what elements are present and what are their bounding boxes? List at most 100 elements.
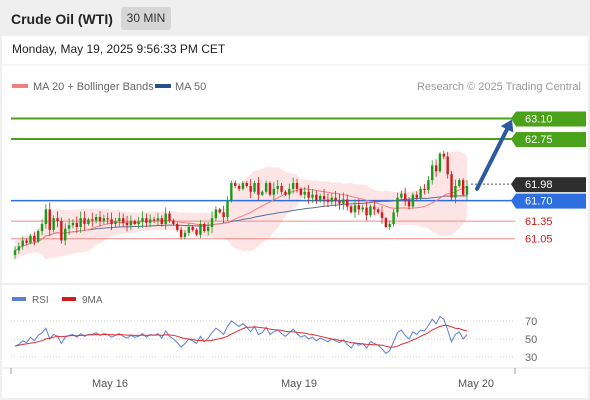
candle bbox=[411, 192, 415, 209]
candle-body bbox=[284, 191, 287, 195]
candle-body bbox=[87, 219, 90, 225]
candle-body bbox=[415, 194, 418, 198]
candle-body bbox=[121, 218, 125, 223]
candle bbox=[114, 217, 117, 228]
datetime-label: Monday, May 19, 2025 9:56:33 PM CET bbox=[12, 42, 226, 56]
candle bbox=[79, 211, 82, 233]
candle bbox=[419, 186, 422, 201]
candle-body bbox=[318, 195, 322, 201]
candle bbox=[318, 193, 322, 203]
level-label-pointer-61.70 bbox=[511, 193, 516, 209]
candle-body bbox=[230, 183, 233, 201]
level-label-61.05: 61.05 bbox=[525, 234, 553, 246]
candle bbox=[206, 222, 210, 236]
candle bbox=[442, 150, 446, 160]
level-label-pointer-63.10 bbox=[511, 111, 516, 127]
candle-body bbox=[291, 183, 295, 189]
candle bbox=[218, 207, 221, 214]
candle bbox=[121, 213, 125, 228]
ma9-legend-swatch bbox=[62, 297, 76, 301]
candle bbox=[322, 188, 326, 206]
candle bbox=[133, 219, 136, 226]
x-axis: May 16 May 19 May 20 bbox=[10, 368, 516, 390]
candle-body bbox=[183, 232, 187, 237]
candle-body bbox=[210, 218, 214, 227]
candle-body bbox=[137, 221, 140, 225]
x-tick-label: May 16 bbox=[92, 378, 128, 390]
candle-body bbox=[253, 183, 256, 192]
candle bbox=[261, 190, 264, 197]
candle bbox=[137, 216, 140, 229]
bollinger-band-area bbox=[15, 151, 467, 260]
candle-body bbox=[458, 180, 461, 186]
candle-body bbox=[98, 217, 102, 222]
candle bbox=[380, 206, 384, 224]
candle bbox=[210, 211, 214, 234]
candle-body bbox=[346, 199, 349, 207]
candle bbox=[87, 217, 90, 226]
candle-body bbox=[334, 197, 337, 201]
candle bbox=[245, 180, 248, 188]
candle-body bbox=[288, 188, 291, 195]
timeframe-button[interactable]: 30 MIN bbox=[121, 7, 171, 30]
candle-body bbox=[125, 222, 129, 226]
candle-body bbox=[199, 224, 202, 235]
candles bbox=[13, 150, 469, 259]
candle bbox=[25, 238, 28, 245]
candle-body bbox=[373, 206, 376, 210]
candle bbox=[384, 216, 388, 229]
candle-body bbox=[349, 206, 353, 213]
candle bbox=[415, 191, 418, 201]
candle bbox=[438, 151, 442, 173]
candle bbox=[183, 230, 187, 240]
candle-body bbox=[83, 218, 86, 225]
candle-body bbox=[203, 224, 206, 232]
candle-body bbox=[315, 194, 318, 201]
candle-body bbox=[48, 209, 51, 230]
candle bbox=[199, 220, 202, 239]
arrow-shaft bbox=[475, 127, 510, 191]
arrow-head bbox=[500, 119, 514, 133]
candle-body bbox=[36, 231, 40, 242]
candle-body bbox=[29, 235, 32, 243]
candle-body bbox=[299, 188, 303, 195]
candle bbox=[29, 234, 32, 245]
candle bbox=[94, 213, 98, 224]
rsi-tick-70: 70 bbox=[525, 316, 537, 328]
candle bbox=[110, 212, 113, 231]
candle bbox=[376, 207, 380, 215]
candle bbox=[338, 193, 341, 210]
candle bbox=[75, 216, 79, 233]
candle-body bbox=[465, 185, 469, 195]
candle-body bbox=[71, 222, 75, 226]
candle bbox=[276, 179, 279, 195]
candle-body bbox=[384, 218, 388, 227]
candle-body bbox=[114, 221, 117, 225]
candle bbox=[168, 210, 171, 223]
candle bbox=[353, 199, 357, 218]
candle bbox=[403, 187, 407, 206]
candle-body bbox=[442, 153, 446, 157]
candle-body bbox=[44, 209, 48, 225]
candle-body bbox=[25, 240, 28, 243]
candle-body bbox=[218, 209, 221, 213]
candle-body bbox=[403, 193, 407, 201]
candle-body bbox=[396, 197, 399, 213]
ma20-legend-label: MA 20 + Bollinger Bands bbox=[33, 81, 154, 93]
header-bar: Crude Oil (WTI) 30 MIN bbox=[0, 0, 590, 36]
candle-body bbox=[145, 218, 148, 223]
candle bbox=[191, 225, 194, 232]
candle bbox=[326, 193, 330, 208]
candle bbox=[234, 180, 237, 189]
candle bbox=[195, 228, 198, 237]
candle-body bbox=[206, 226, 210, 232]
candle bbox=[160, 215, 164, 227]
candle-body bbox=[434, 165, 438, 172]
candle-body bbox=[257, 183, 260, 195]
level-label-61.98: 61.98 bbox=[525, 179, 553, 191]
candle-body bbox=[179, 229, 183, 237]
candle-body bbox=[64, 228, 67, 241]
moving-averages bbox=[14, 185, 468, 251]
rsi-tick-30: 30 bbox=[525, 352, 537, 364]
candle bbox=[164, 207, 167, 230]
